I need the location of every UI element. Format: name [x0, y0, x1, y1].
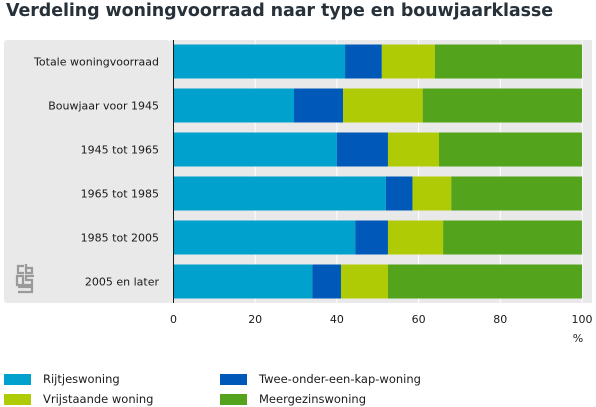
x-tick-label: 40	[330, 313, 344, 326]
bar-segment	[385, 176, 413, 211]
bar-segment	[345, 44, 382, 79]
legend-label: Meergezinswoning	[259, 392, 366, 406]
x-tick-label: 60	[412, 313, 426, 326]
category-label: Totale woningvoorraad	[33, 56, 159, 69]
bar-segment	[387, 220, 444, 255]
legend-item: Rijtjeswoning	[4, 371, 120, 387]
legend-label: Twee-onder-een-kap-woning	[259, 372, 421, 386]
bar-segment	[355, 220, 388, 255]
legend-swatch	[4, 373, 31, 385]
bar-segment	[340, 264, 388, 299]
category-label: 2005 en later	[85, 276, 160, 289]
cbs-logo	[15, 264, 34, 294]
legend: Rijtjeswoning Twee-onder-een-kap-woning Vr…	[0, 369, 596, 407]
x-tick-label: 80	[493, 313, 507, 326]
legend-swatch	[220, 373, 247, 385]
bar-segment	[173, 264, 313, 299]
x-axis-unit-label: %	[573, 332, 583, 345]
stacked-bar-chart: Totale woningvoorraad Bouwjaar voor 1945 1…	[4, 40, 593, 345]
bar-segment	[381, 44, 435, 79]
legend-label: Vrijstaande woning	[43, 392, 154, 406]
bars	[173, 44, 582, 299]
bar-segment	[343, 88, 423, 123]
bar-segment	[336, 132, 388, 167]
bar-segment	[439, 132, 582, 167]
x-tick-label: 100	[572, 313, 593, 326]
bar-segment	[173, 220, 356, 255]
x-tick-label: 0	[170, 313, 177, 326]
legend-item: Twee-onder-een-kap-woning	[220, 371, 421, 387]
plot-area	[170, 40, 592, 303]
category-label: Bouwjaar voor 1945	[48, 100, 159, 113]
x-tick-label: 20	[248, 313, 262, 326]
legend-swatch	[220, 393, 247, 405]
legend-swatch	[4, 393, 31, 405]
bar-segment	[434, 44, 582, 79]
category-labels: Totale woningvoorraad Bouwjaar voor 1945 1…	[33, 56, 159, 289]
bar-segment	[312, 264, 341, 299]
legend-item: Meergezinswoning	[220, 391, 366, 407]
legend-label: Rijtjeswoning	[43, 372, 120, 386]
legend-item: Vrijstaande woning	[4, 391, 153, 407]
bar-segment	[387, 264, 582, 299]
chart-title: Verdeling woningvoorraad naar type en bo…	[6, 1, 553, 21]
bar-segment	[451, 176, 582, 211]
bar-segment	[173, 88, 295, 123]
category-label-panel	[4, 40, 170, 303]
bar-segment	[412, 176, 452, 211]
category-label: 1945 tot 1965	[81, 144, 159, 157]
bar-segment	[173, 132, 337, 167]
bar-segment	[294, 88, 344, 123]
bar-segment	[443, 220, 582, 255]
gridlines	[254, 40, 583, 303]
x-tick-labels: 0 20 40 60 80 100	[170, 313, 593, 326]
category-label: 1985 tot 2005	[81, 232, 159, 245]
bar-segment	[173, 44, 346, 79]
category-label: 1965 tot 1985	[81, 188, 159, 201]
bar-segment	[422, 88, 582, 123]
bar-segment	[173, 176, 386, 211]
bar-segment	[387, 132, 440, 167]
